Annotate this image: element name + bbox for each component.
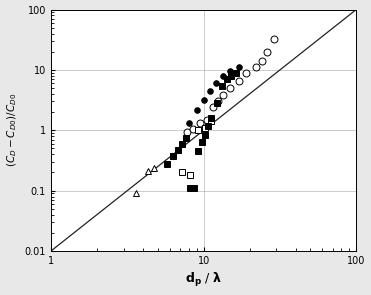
Y-axis label: $(C_D - C_{D0})/C_{D0}$: $(C_D - C_{D0})/C_{D0}$ — [6, 93, 19, 167]
X-axis label: $\mathbf{d_p}$ / $\mathbf{\lambda}$: $\mathbf{d_p}$ / $\mathbf{\lambda}$ — [185, 271, 222, 289]
